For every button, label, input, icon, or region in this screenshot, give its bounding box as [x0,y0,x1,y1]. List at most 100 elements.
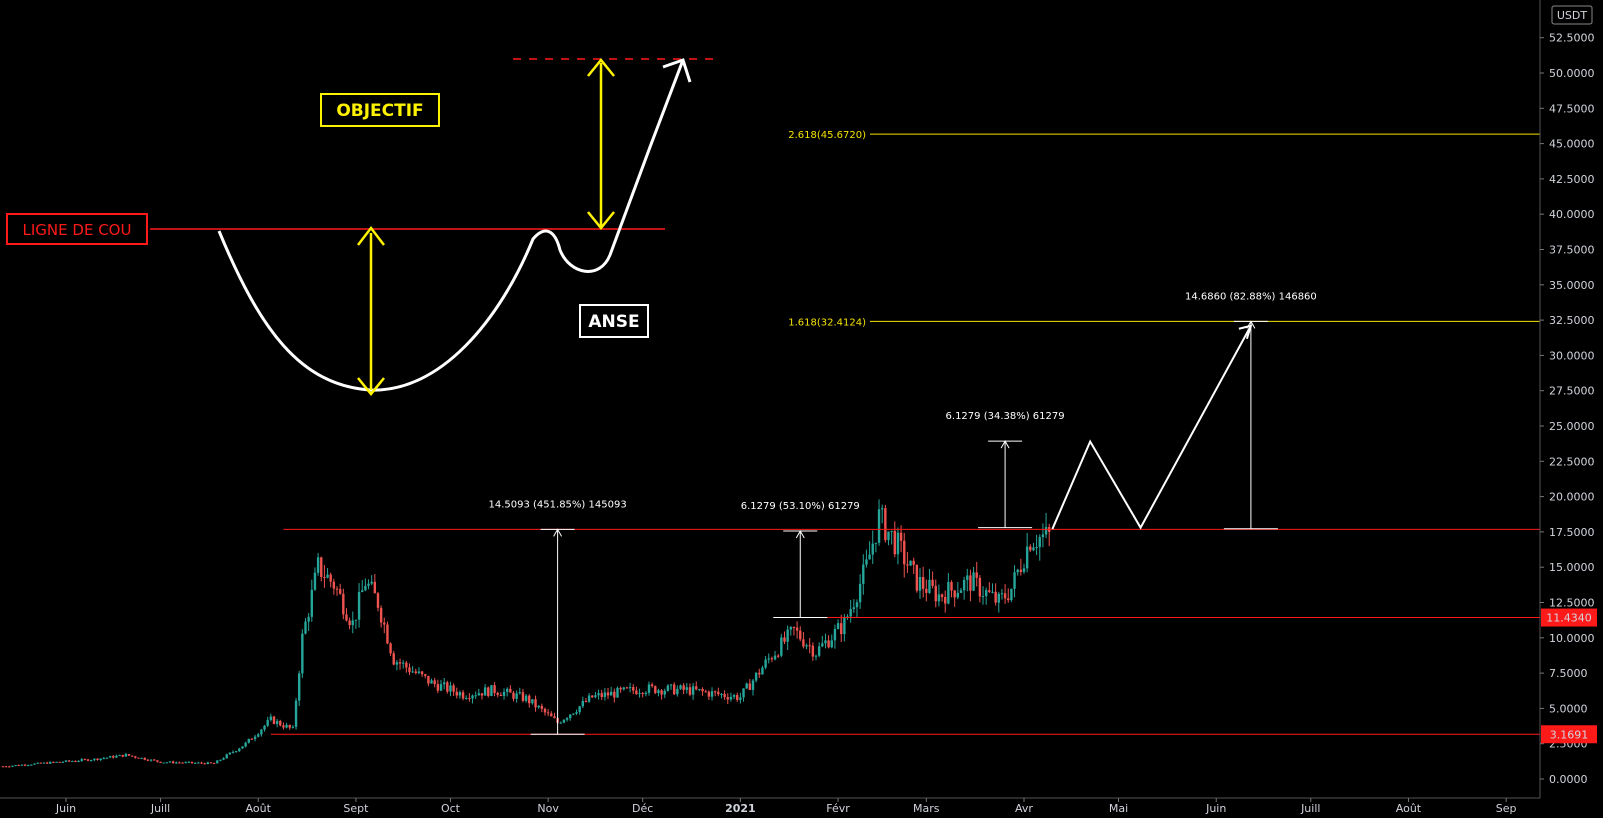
candle-body [1041,534,1045,538]
candle-body [966,575,969,580]
candle-body [509,688,512,693]
candle-body [1019,569,1023,572]
candle-body [644,692,648,695]
candle-body [74,761,77,763]
candle-body [969,575,972,591]
candle-body [33,763,36,765]
candle-body [219,759,222,761]
price-axis-label: 27.5000 [1549,385,1595,398]
candle-body [483,687,487,696]
candle-body [480,693,484,696]
candle-body [143,757,146,760]
candle-body [112,756,115,758]
candle-body [783,637,786,642]
candle-body [912,560,915,565]
fib-label: 1.618(32.4124) [788,317,866,328]
candle-body [893,530,896,555]
candle-body [326,574,329,578]
candle-body [398,662,402,664]
candle-body [603,692,607,697]
candle-body [1032,547,1035,551]
candle-body [64,760,68,762]
fib-label: 2.618(45.6720) [788,130,866,141]
candle-body [748,683,752,690]
time-axis-label: Déc [632,802,653,815]
candle-body [468,698,471,700]
candle-body [691,686,695,695]
fibonacci-levels: 2.618(45.6720) 1.618(32.4124) [788,130,1540,328]
candle-body [52,761,55,763]
time-axis[interactable]: Juin Juill Août Sept Oct Nov Déc 2021 Févr Mars Av… [0,797,1540,815]
candle-body [619,687,622,690]
candle-body [758,672,761,675]
candle-body [499,694,503,697]
candle-body [1003,593,1007,599]
candle-body [178,762,181,764]
candle-body [931,579,934,586]
candle-body [635,690,638,695]
candle-body [61,761,65,763]
candle-body [165,762,169,764]
candle-body [108,756,112,758]
candle-body [86,759,90,761]
price-axis-label: 30.0000 [1549,349,1595,362]
candle-body [301,633,304,674]
time-axis-label: Juill [1300,802,1320,815]
target-arrow-head [662,58,692,83]
candle-body [8,766,11,768]
candle-body [465,698,468,700]
candle-body [244,742,247,747]
candle-body [944,597,947,604]
candle-body [802,639,805,647]
candle-body [616,687,619,698]
measurement-tools: 14.5093 (451.85%) 145093 6.1279 (53.10%) … [489,291,1317,735]
candle-body [257,734,260,737]
candle-body [39,762,42,764]
candle-body [524,695,528,701]
candle-body [1013,572,1016,589]
candle-body [367,583,370,586]
candle-body [723,693,726,698]
price-tag-label: 3.1691 [1550,728,1589,741]
candle-body [515,693,518,699]
candle-body [493,685,496,693]
price-axis[interactable]: 0.00002.50005.00007.500010.000012.500015… [1539,0,1595,798]
candle-body [14,765,17,767]
candle-body [269,716,273,721]
candle-body [597,693,600,696]
candle-body [282,725,285,728]
price-tags: 11.4340 3.1691 [1541,608,1597,744]
candle-body [865,559,868,565]
candle-body [461,692,465,699]
candle-body [682,685,685,690]
candle-body [408,667,411,673]
candle-body [572,713,575,715]
price-axis-label: 42.5000 [1549,173,1595,186]
candle-body [342,593,345,615]
candle-body [452,685,455,692]
candle-body [764,659,767,668]
candle-body [386,624,389,644]
candle-body [231,751,235,753]
candle-body [502,691,506,697]
candle-body [266,720,269,726]
candle-body [890,530,893,532]
time-axis-label: Sep [1496,802,1517,815]
candle-body [102,758,106,760]
projection-line [1051,325,1252,530]
price-tag-box [1541,608,1597,627]
candle-body [742,688,745,698]
candle-body [401,662,405,664]
candle-body [405,662,408,668]
candle-body [411,671,414,673]
candle-body [673,684,676,695]
candle-body [641,693,644,695]
candle-body [436,684,440,691]
candle-body [745,683,748,689]
candle-body [871,543,874,555]
candle-body [843,617,846,635]
candle-body [1022,568,1026,572]
candle-body [162,762,165,764]
